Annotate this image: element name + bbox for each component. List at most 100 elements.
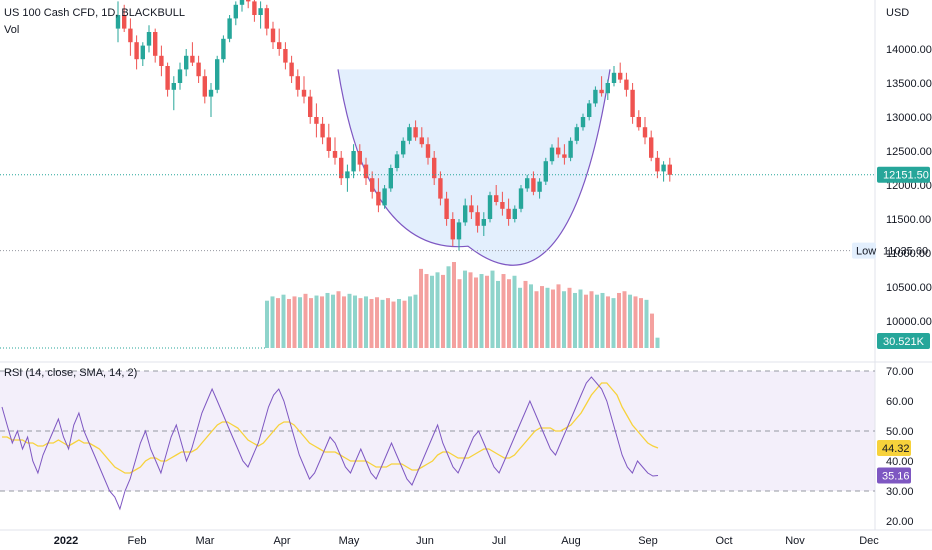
candle-body [382,188,387,206]
cup-fill [338,69,610,266]
candle [642,117,648,145]
last-price-badge-bg [877,166,930,183]
candle [177,62,183,90]
candle-body [165,66,170,90]
volume-bar [320,296,324,348]
volume-bar [463,270,467,348]
candle [525,174,530,192]
candle-body [146,32,152,46]
candle-body [630,89,635,117]
price-tick-label: 11500.00 [886,214,931,226]
volume-bar [314,295,319,348]
rsi-axis: 70.00 60.00 50.00 40.00 30.00 20.00 44.32 35.16 [877,366,914,528]
candle [184,49,189,77]
volume-bar [391,301,396,348]
candle-body [543,161,548,182]
candle-body [122,15,127,29]
candle [587,100,592,121]
candle-body [345,171,350,179]
candle-body [494,195,499,202]
candle-body [233,4,238,19]
volume-bar [595,294,599,348]
candle-body [425,144,431,158]
candle [401,137,406,158]
candle-body [115,15,121,29]
last-price-value: 12151.50 [883,170,929,182]
candle [394,151,400,172]
volume-bar [402,300,407,348]
candle-body [140,45,145,60]
candle [512,205,517,223]
candle [481,212,486,236]
candle [599,76,604,97]
candle [140,42,145,66]
candle-body [177,69,183,83]
candle [605,79,610,100]
candle [308,89,313,124]
volume-bar [353,295,357,348]
price-tick-label: 13000.00 [886,112,932,124]
time-tick-label: Jul [492,535,506,547]
rsi-tick-label: 30.00 [886,486,914,498]
volume-bar [281,294,286,348]
candle-body [314,117,319,124]
rsi-legend[interactable]: RSI (14, close, SMA, 14, 2) [4,367,137,379]
candle [624,72,629,97]
rsi-value-badge: 35.16 [877,467,911,484]
candle-body [599,89,604,94]
candle-body [518,188,524,209]
candle [270,21,276,49]
candle-body [580,117,586,128]
candle-body [277,42,282,49]
volume-bar [265,300,269,348]
candle [258,1,263,29]
candle-body [587,103,592,117]
candle [531,171,536,196]
volume-bar [490,270,495,348]
candle-body [295,76,300,90]
rsi-value: 35.16 [882,471,910,483]
candle [407,123,412,145]
time-tick-label: 2022 [54,535,78,547]
volume-bar [617,292,621,348]
candle-body [419,137,424,145]
rsi-lines [0,370,875,511]
last-price-badge: 12151.50 [877,166,930,183]
rsi-tick-label: 40.00 [886,456,914,468]
candle [171,76,176,111]
candle [277,28,282,56]
volume-bar [523,280,528,348]
candle-body [469,205,474,213]
volume-legend[interactable]: Vol [4,24,19,36]
candle-body [202,76,207,97]
candle-body [481,219,486,226]
candle-body [413,127,418,138]
rsi-tick-label: 50.00 [886,426,914,438]
candle-body [153,32,158,56]
low-badge: Low 11035.60 [852,242,928,259]
candle [463,198,468,226]
volume-bar [452,262,456,348]
candle-body [642,127,648,138]
candle-body [655,157,660,172]
volume-bar [369,298,374,348]
symbol-title[interactable]: US 100 Cash CFD, 1D, BLACKBULL [4,7,185,19]
rsi-sma-value: 44.32 [882,443,910,455]
candle [190,42,195,66]
volume-bar [485,275,489,348]
volume-bar [639,298,643,348]
price-tick-label: 14000.00 [886,44,932,56]
rsi-sma-line [2,382,659,474]
candle [246,0,251,9]
volume-bar [584,294,588,348]
candles [115,0,672,251]
candle [636,110,641,131]
candle [202,69,207,104]
candle [339,151,344,185]
candle [667,157,672,182]
volume-bar [380,299,385,348]
candle [196,55,201,83]
candle [382,185,387,209]
candle [593,86,598,107]
